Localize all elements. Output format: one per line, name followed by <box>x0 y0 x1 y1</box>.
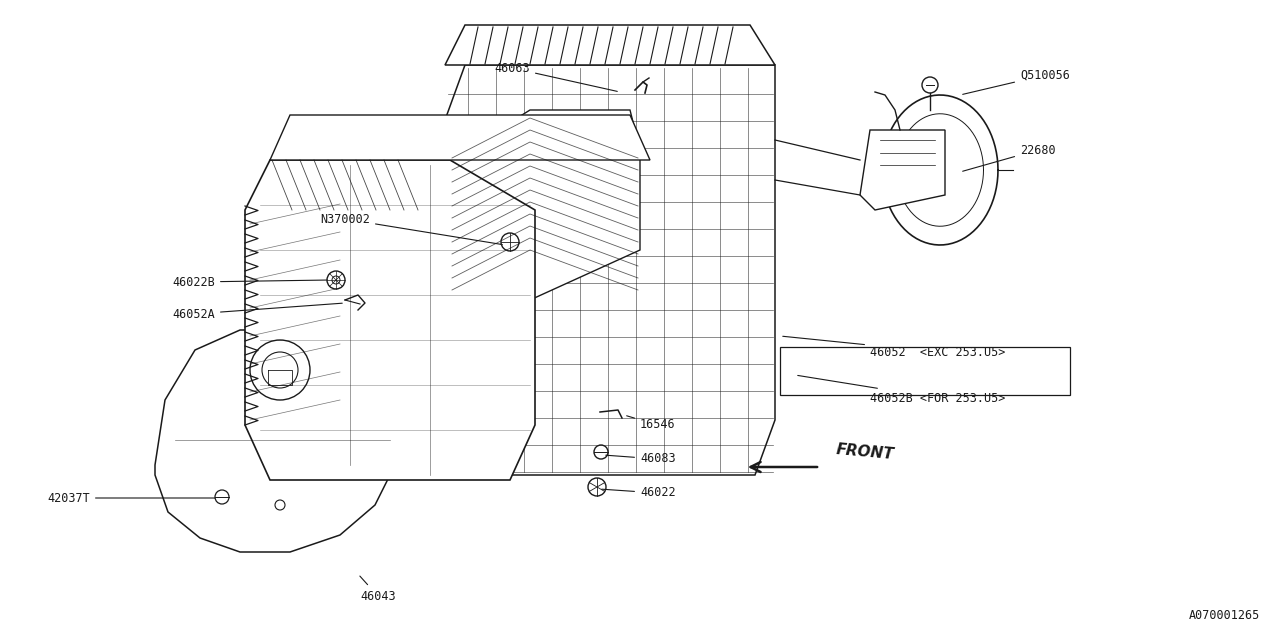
Polygon shape <box>270 115 650 160</box>
Polygon shape <box>155 330 399 552</box>
Text: FRONT: FRONT <box>835 442 895 462</box>
Text: Q510056: Q510056 <box>963 68 1070 94</box>
Text: 46043: 46043 <box>360 576 396 602</box>
Polygon shape <box>244 160 535 480</box>
Text: A070001265: A070001265 <box>1189 609 1260 622</box>
Polygon shape <box>860 130 945 210</box>
Polygon shape <box>445 25 774 65</box>
Text: 46052B <FOR 253.U5>: 46052B <FOR 253.U5> <box>797 376 1005 404</box>
Text: 46022: 46022 <box>602 486 676 499</box>
Text: 46052A: 46052A <box>173 303 342 321</box>
Text: 16546: 16546 <box>627 416 676 431</box>
Polygon shape <box>445 65 774 475</box>
Text: 46022B: 46022B <box>173 275 328 289</box>
Text: 46083: 46083 <box>605 452 676 465</box>
Text: 22680: 22680 <box>963 143 1056 172</box>
Text: 46063: 46063 <box>494 61 617 92</box>
Polygon shape <box>440 110 640 300</box>
Text: 46052  <EXC 253.U5>: 46052 <EXC 253.U5> <box>783 336 1005 358</box>
Text: N370002: N370002 <box>320 212 502 244</box>
Bar <box>780 347 1070 395</box>
Text: 42037T: 42037T <box>47 492 215 504</box>
